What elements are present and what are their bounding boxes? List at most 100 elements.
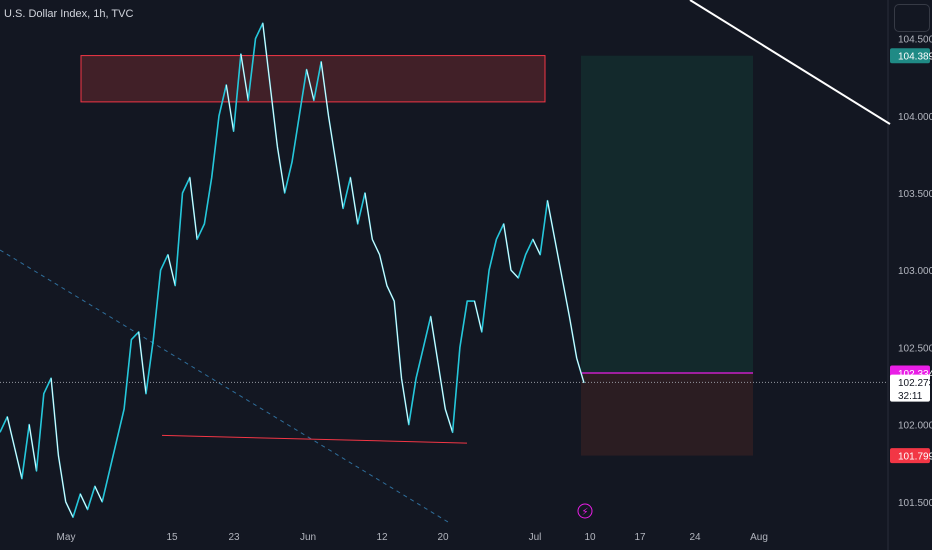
price-segment xyxy=(6,416,16,448)
price-segment xyxy=(495,223,505,240)
price-segment xyxy=(364,192,373,240)
x-tick-label: May xyxy=(57,532,76,543)
y-tick-label: 104.000 xyxy=(898,112,932,123)
stop-price-badge-bg xyxy=(890,448,930,464)
price-segment xyxy=(255,22,264,39)
y-tick-label: 102.000 xyxy=(898,421,932,432)
white-trend-line xyxy=(689,0,891,125)
chart-settings-button[interactable] xyxy=(894,4,930,32)
price-segment xyxy=(342,177,351,209)
y-tick-label: 103.000 xyxy=(898,266,932,277)
price-segment xyxy=(452,347,461,433)
price-segment xyxy=(576,358,585,384)
price-segment xyxy=(510,269,519,279)
price-segment xyxy=(422,316,432,348)
x-tick-label: 10 xyxy=(584,532,596,543)
price-segment xyxy=(349,177,359,224)
price-segment xyxy=(459,300,468,348)
price-segment xyxy=(284,161,293,194)
price-segment xyxy=(43,378,52,394)
event-marker-circle xyxy=(577,503,593,519)
price-segment xyxy=(116,409,125,441)
price-segment xyxy=(87,486,96,510)
price-segment xyxy=(211,115,220,178)
price-segment xyxy=(357,192,366,224)
price-segment xyxy=(539,200,548,255)
price-segment xyxy=(547,200,556,240)
price-segment xyxy=(94,486,103,502)
price-segment xyxy=(182,177,191,194)
support-line xyxy=(161,434,468,444)
stop-zone xyxy=(581,372,753,456)
x-tick-label: 23 xyxy=(228,532,240,543)
price-segment xyxy=(79,493,89,510)
price-segment xyxy=(386,285,395,302)
price-segment xyxy=(160,254,169,271)
price-segment xyxy=(28,424,37,471)
x-tick-label: 20 xyxy=(437,532,449,543)
price-segment xyxy=(101,470,110,502)
price-segment xyxy=(444,408,454,433)
price-segment xyxy=(152,270,162,340)
x-tick-label: Aug xyxy=(750,532,768,543)
price-segment xyxy=(65,501,74,518)
price-segment xyxy=(568,316,578,359)
chart-title: U.S. Dollar Index, 1h, TVC xyxy=(4,8,134,20)
price-segment xyxy=(196,223,205,240)
x-tick-label: 24 xyxy=(689,532,701,543)
price-segment xyxy=(123,339,132,410)
price-segment xyxy=(109,439,118,471)
price-segment xyxy=(474,300,483,333)
price-segment xyxy=(320,61,329,116)
price-segment xyxy=(393,301,402,379)
price-segment xyxy=(525,239,534,255)
price-segment xyxy=(335,162,344,209)
price-segment xyxy=(276,146,286,194)
price-segment xyxy=(437,362,446,410)
price-segment xyxy=(408,378,417,425)
price-segment xyxy=(131,331,140,340)
price-segment xyxy=(328,115,337,163)
price-segment xyxy=(247,38,256,101)
target-zone xyxy=(581,55,753,373)
price-segment xyxy=(554,239,563,278)
last-price-badge-countdown: 32:11 xyxy=(898,391,923,402)
price-segment xyxy=(306,69,315,101)
price-segment xyxy=(415,347,424,379)
price-segment xyxy=(0,416,8,433)
x-tick-label: 17 xyxy=(634,532,646,543)
price-segment xyxy=(233,53,242,132)
price-segment xyxy=(203,177,213,224)
price-segment xyxy=(488,239,497,271)
price-segment xyxy=(145,339,154,394)
x-tick-label: Jul xyxy=(529,532,542,543)
price-segment xyxy=(21,424,30,479)
price-segment xyxy=(189,177,198,240)
stop-price-badge: 101.799 xyxy=(898,452,932,463)
target-price-badge: 104.389 xyxy=(898,52,932,63)
price-segment xyxy=(138,331,147,394)
price-segment xyxy=(174,192,183,286)
price-segment xyxy=(517,254,527,279)
price-segment xyxy=(379,254,388,286)
price-segment xyxy=(532,239,541,255)
price-segment xyxy=(313,61,322,101)
price-segment xyxy=(291,115,300,163)
price-segment xyxy=(14,447,23,479)
price-segment xyxy=(167,254,176,286)
last-price-badge: 102.273 xyxy=(898,378,932,389)
y-tick-label: 102.500 xyxy=(898,343,932,354)
entry-price-badge: 102.334 xyxy=(898,369,932,380)
price-segment xyxy=(218,84,227,116)
price-segment xyxy=(503,223,512,271)
price-segment xyxy=(50,378,59,456)
price-segment xyxy=(269,84,278,147)
price-segment xyxy=(72,493,81,518)
price-segment xyxy=(401,378,410,425)
price-segment xyxy=(481,270,490,332)
x-tick-label: 15 xyxy=(166,532,178,543)
price-segment xyxy=(298,69,308,116)
target-price-badge-bg xyxy=(890,48,930,64)
price-segment xyxy=(57,455,67,502)
